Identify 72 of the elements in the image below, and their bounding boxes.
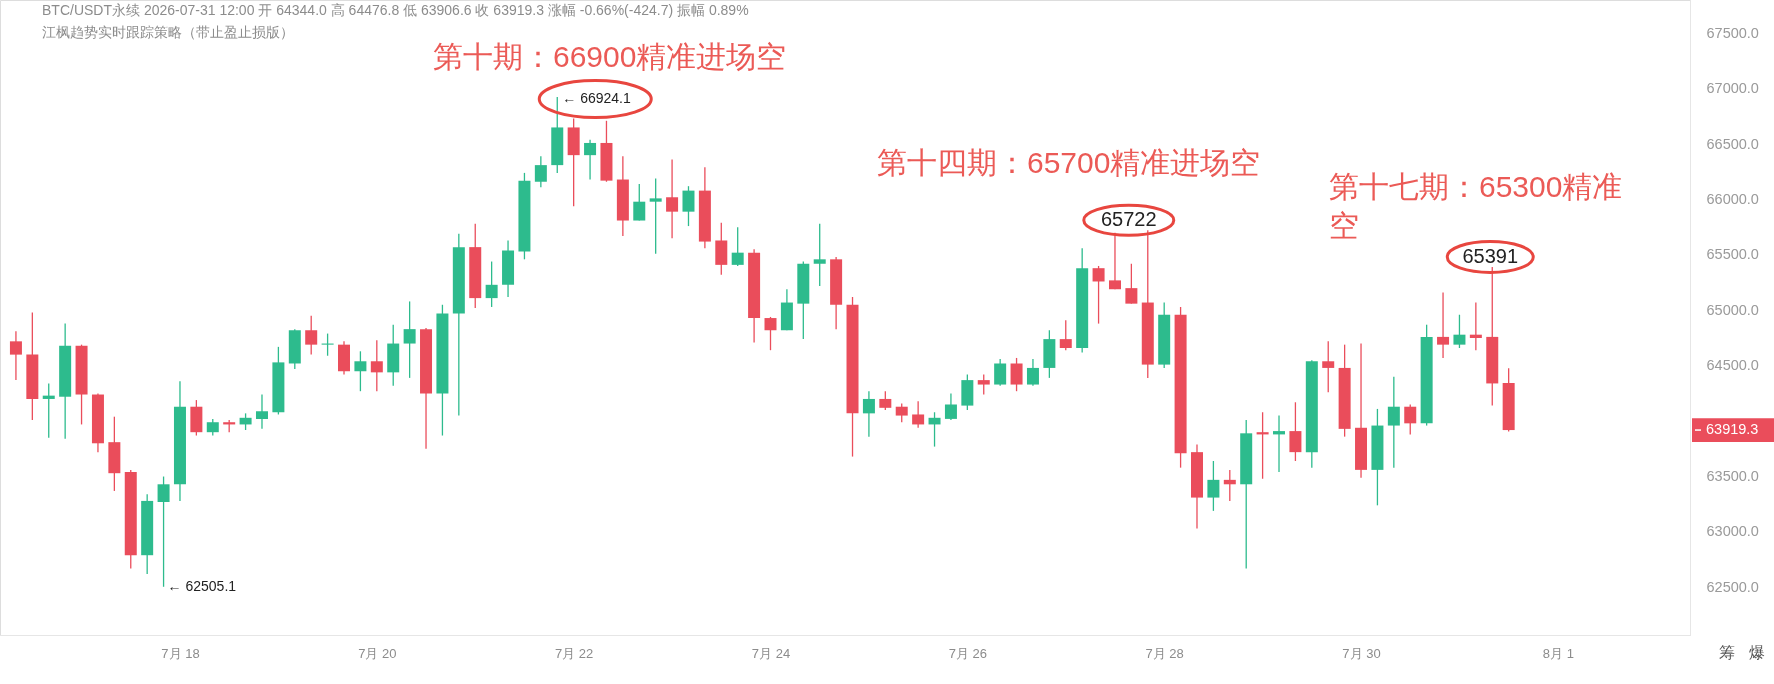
candlestick: [1387, 376, 1400, 469]
candlestick: [813, 223, 826, 287]
candlestick: [1207, 460, 1220, 512]
candlestick: [1469, 301, 1482, 351]
candlestick: [157, 475, 170, 588]
candlestick: [1404, 403, 1417, 436]
annotation: ← 66924.1: [562, 90, 631, 107]
candlestick: [321, 332, 334, 357]
candlestick: [649, 177, 662, 255]
y-tick-label: 65000.0: [1706, 301, 1759, 318]
text: 爆: [1749, 644, 1765, 661]
candlestick: [42, 382, 55, 439]
candlestick: [255, 393, 268, 430]
annotation: 第十期：66900精准进场空: [433, 40, 787, 73]
candlestick: [879, 390, 892, 411]
candlestick: [534, 155, 547, 188]
x-tick-label: 7月 18: [161, 645, 200, 661]
candlestick: [994, 358, 1007, 387]
y-tick-label: 63000.0: [1706, 523, 1759, 540]
candlestick: [682, 185, 695, 227]
candlestick: [764, 316, 777, 351]
candlestick: [485, 260, 498, 308]
y-tick-label: 62500.0: [1706, 578, 1759, 595]
x-tick-label: 7月 28: [1145, 645, 1184, 661]
x-tick-label: 8月 1: [1542, 645, 1574, 661]
x-tick-label: 7月 30: [1342, 645, 1381, 661]
y-tick-label: 65500.0: [1706, 246, 1759, 263]
candlestick: [666, 158, 679, 239]
candlestick: [1289, 401, 1302, 462]
candlestick: [1125, 263, 1138, 305]
y-tick-label: 66000.0: [1706, 190, 1759, 207]
candlestick: [912, 400, 925, 429]
y-tick-label: 63500.0: [1706, 468, 1759, 485]
candlestick: [354, 350, 367, 392]
candlestick: [584, 138, 597, 181]
annotation: 第十四期：65700精准进场空: [877, 146, 1261, 179]
annotation: 第十七期：65300精准空: [1329, 170, 1623, 242]
candlestick: [9, 330, 22, 381]
annotation: ← 62505.1: [167, 577, 237, 594]
candlestick: [944, 392, 957, 421]
candlestick: [1453, 314, 1466, 349]
ref-line-label: 63919.3: [1706, 421, 1759, 438]
chart-title: BTC/USDT永续 2026-07-31 12:00 开 64344.0 高 64476.8 低 63906.6 收 63919.3 涨幅 -0.66%(-424.7) 振幅 0.89%: [42, 2, 749, 18]
y-tick-label: 67500.0: [1706, 24, 1759, 41]
x-tick-label: 7月 26: [948, 645, 987, 661]
x-tick-label: 7月 20: [358, 645, 397, 661]
x-tick-label: 7月 24: [751, 645, 791, 661]
x-tick-label: 7月 22: [555, 645, 594, 661]
candlestick: [731, 226, 744, 267]
candlestick: [633, 183, 646, 222]
candlestick: [862, 390, 875, 438]
annotation: 65391: [1462, 244, 1519, 267]
candlestick: [370, 339, 383, 392]
candlestick: [305, 315, 318, 356]
y-tick-label: 67000.0: [1706, 80, 1759, 97]
annotation: 65722: [1100, 208, 1157, 231]
candlestick: [1437, 291, 1450, 359]
candlestick: [1223, 469, 1236, 502]
candlestick: [1322, 340, 1335, 393]
candlestick: [1010, 357, 1023, 392]
text: 筹: [1719, 644, 1735, 661]
candlestick: [977, 373, 990, 396]
y-tick-label: 66500.0: [1706, 135, 1759, 152]
text: 江枫趋势实时跟踪策略（带止盈止损版）: [42, 24, 294, 40]
candlestick: [1026, 358, 1039, 387]
candlestick: [1273, 414, 1286, 473]
candlestick: [403, 300, 416, 379]
y-tick-label: 64500.0: [1706, 357, 1759, 374]
candlestick: [895, 402, 908, 423]
candlestick: [928, 411, 941, 448]
candlestick: [1059, 319, 1072, 351]
candlestick: [1092, 265, 1105, 325]
